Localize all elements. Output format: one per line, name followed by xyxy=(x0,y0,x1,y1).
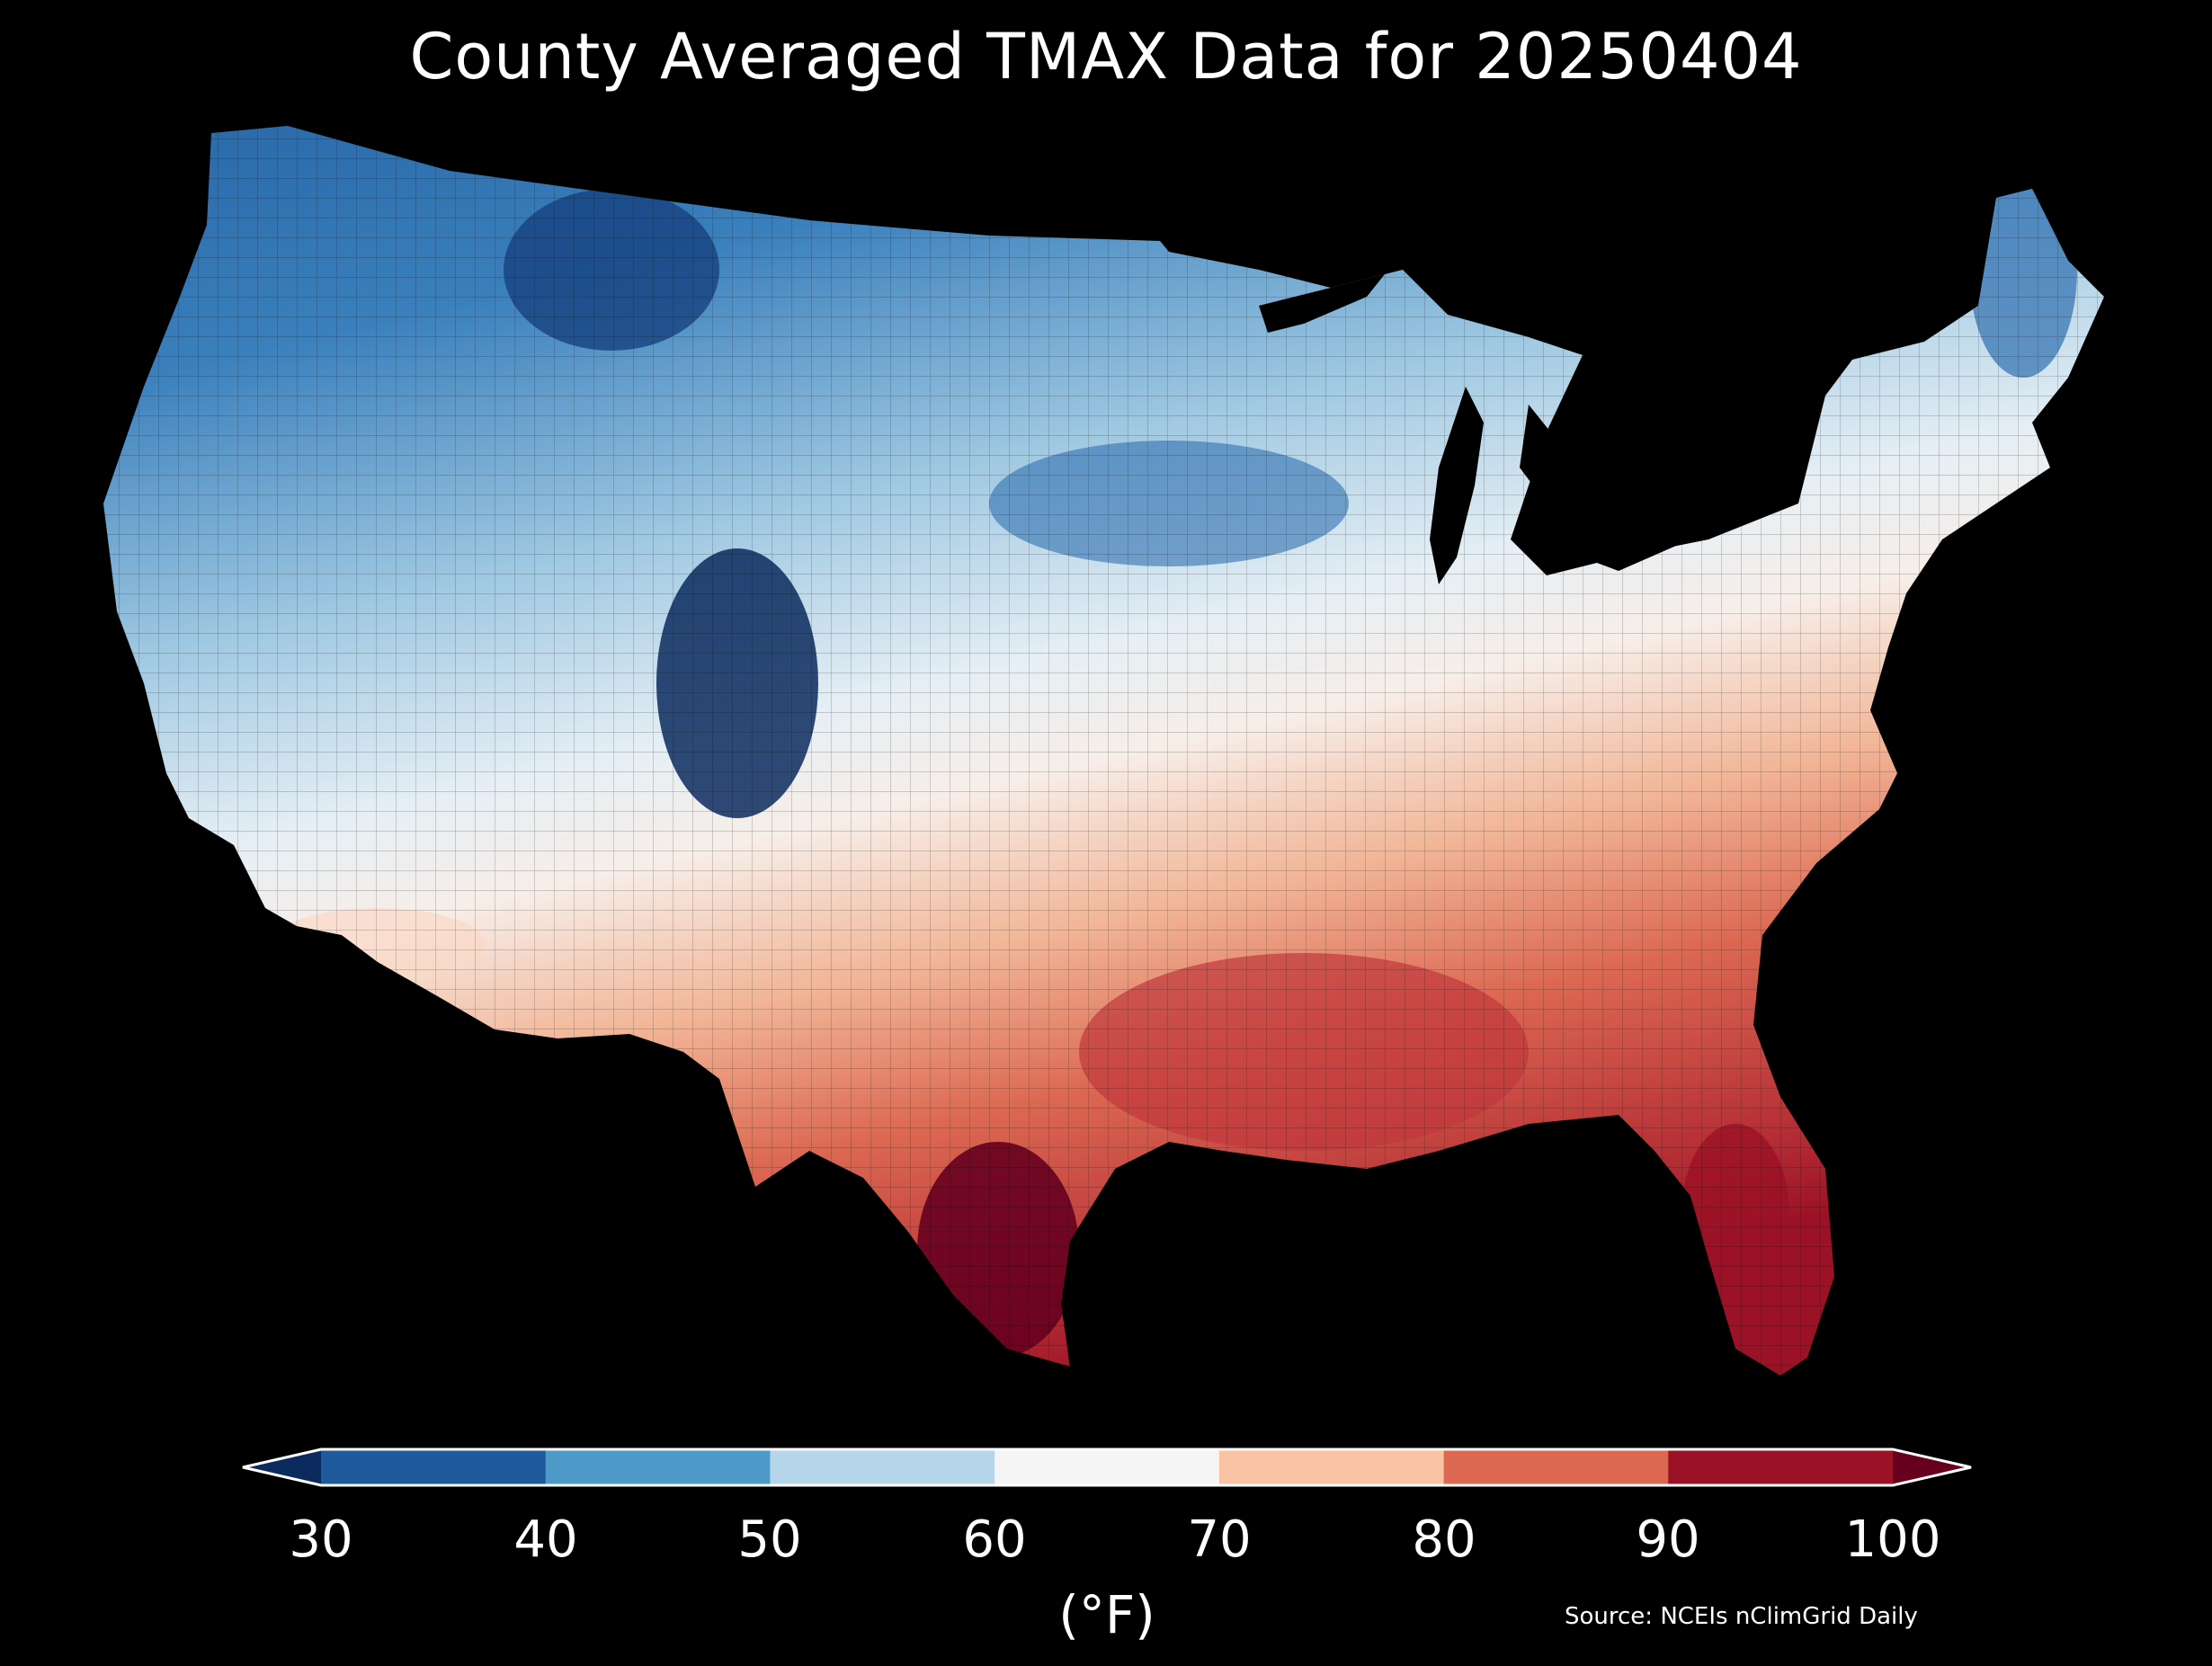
colorbar-tick: 70 xyxy=(1187,1510,1252,1569)
colorbar-tick: 90 xyxy=(1636,1510,1700,1569)
colorbar-outline xyxy=(242,1448,1972,1487)
colorbar-high-arrow xyxy=(1893,1449,1971,1485)
lake-superior xyxy=(1259,274,1385,333)
colorbar-tick: 60 xyxy=(962,1510,1027,1569)
source-credit: Source: NCEIs nClimGrid Daily xyxy=(1565,1603,1918,1630)
lake-michigan xyxy=(1430,387,1484,584)
colorbar-segment xyxy=(545,1449,771,1485)
us-county-temperature-map xyxy=(103,126,2104,1376)
map-title: County Averaged TMAX Data for 20250404 xyxy=(409,20,1803,94)
colorbar-tick: 50 xyxy=(737,1510,802,1569)
colorbar-segment xyxy=(995,1449,1220,1485)
colorbar-segment xyxy=(1218,1449,1445,1485)
colorbar-label: (°F) xyxy=(1058,1584,1155,1645)
colorbar-segment xyxy=(321,1449,547,1485)
colorbar-segment xyxy=(1668,1449,1894,1485)
colorbar-segment xyxy=(1443,1449,1669,1485)
colorbar-low-arrow xyxy=(243,1449,321,1485)
colorbar-segment xyxy=(770,1449,995,1485)
colorbar-tick: 40 xyxy=(513,1510,578,1569)
lake-erie xyxy=(1583,530,1690,571)
colorbar-tick: 80 xyxy=(1412,1510,1476,1569)
colorbar-tick: 30 xyxy=(289,1510,353,1569)
colorbar-tick: 100 xyxy=(1844,1510,1941,1569)
lake-huron xyxy=(1520,405,1565,503)
